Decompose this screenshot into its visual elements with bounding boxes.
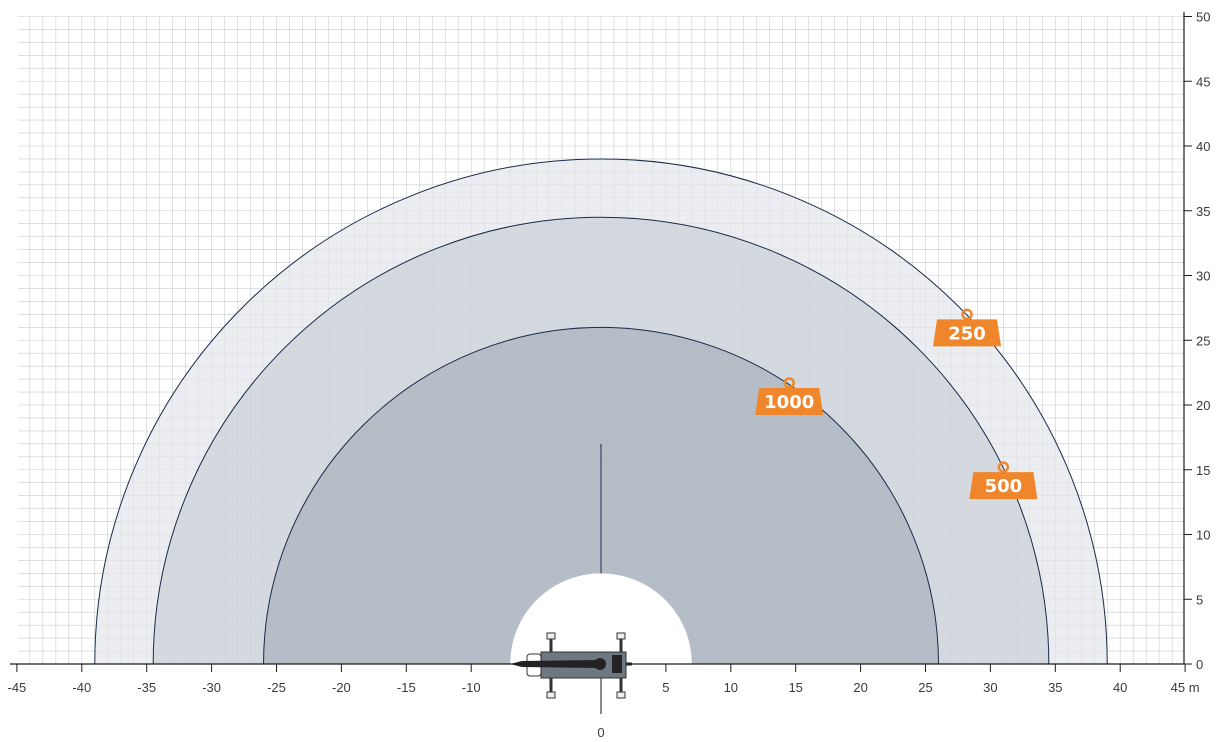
x-tick-label: -45 [8,680,27,695]
exclusion-zone [510,573,692,664]
origin-label: 0 [597,725,604,740]
y-tick-label: 5 [1196,592,1203,607]
badge-ring [997,461,1010,473]
x-tick-label: 35 [1048,680,1062,695]
x-tick-label: -40 [72,680,91,695]
x-tick-label: 15 [788,680,802,695]
crane-icon [510,632,632,699]
badge-label: 250 [948,323,986,344]
badge-body [969,472,1038,500]
x-tick-label: -15 [397,680,416,695]
badge-ring [961,308,973,321]
y-tick-label: 50 [1196,10,1210,25]
axes: -45 -40 -35 -30 -25 -20 -15 -10 5 10 15 20 25 30 35 40 4… [8,10,1211,741]
x-tick-label: -25 [267,680,286,695]
badge-label: 1000 [764,392,814,413]
y-tick-label: 15 [1196,463,1210,478]
badge-body [933,319,1002,347]
crane-counterweight [612,655,622,673]
outrigger-pad [616,632,626,640]
x-tick-label: 5 [662,680,669,695]
y-tick-label: 45 [1196,74,1210,89]
load-badge-1000: 1000 [755,377,824,415]
x-tick-label: -10 [462,680,481,695]
x-tick-label: 40 [1113,680,1127,695]
x-tick-label: 45 m [1171,680,1200,695]
x-tick-label: 10 [724,680,738,695]
outrigger-pad [546,691,556,699]
y-tick-label: 25 [1196,333,1210,348]
x-tick-label: -20 [332,680,351,695]
load-badge-500: 500 [969,461,1038,500]
y-tick-label: 30 [1196,269,1210,284]
y-tick-label: 35 [1196,204,1210,219]
badge-body [755,387,824,415]
x-tick-label: 20 [853,680,867,695]
x-tick-label: 30 [983,680,997,695]
outrigger-pad [616,691,626,699]
badge-ring [783,377,795,389]
crane-boom [510,660,598,668]
y-tick-label: 10 [1196,528,1210,543]
load-badge-250: 250 [933,308,1002,347]
load-zones [94,158,1108,665]
y-tick-label: 0 [1196,657,1203,672]
badge-label: 500 [985,476,1023,497]
y-tick-label: 40 [1196,139,1210,154]
x-tick-label: 25 [918,680,932,695]
x-tick-label: -35 [137,680,156,695]
outrigger-pad [546,632,556,640]
load-badges: 250 1000 500 [755,308,1038,500]
crane-turntable [594,658,606,670]
y-tick-label: 20 [1196,398,1210,413]
x-tick-label: -30 [202,680,221,695]
